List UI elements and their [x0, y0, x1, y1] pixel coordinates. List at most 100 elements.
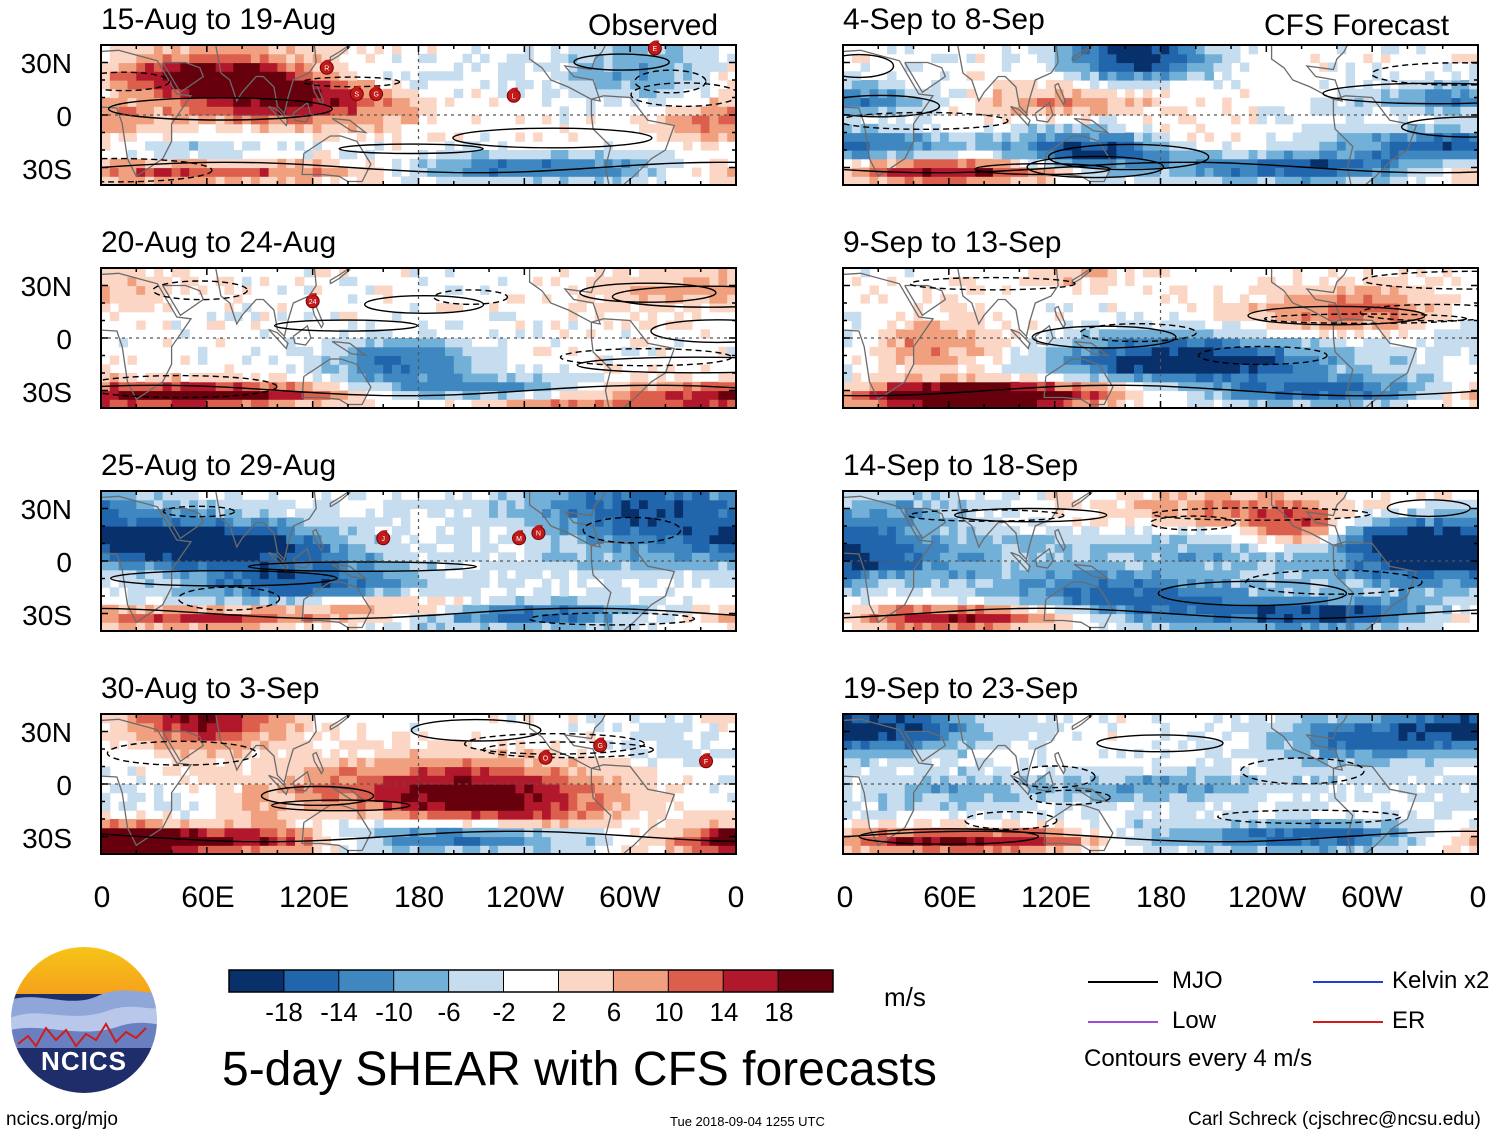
lon-label-fc-360: 0 — [1469, 881, 1487, 914]
lon-label-obs-60e: 60E — [181, 881, 235, 914]
lat-label-30n: 30N — [20, 271, 72, 302]
storm-marker-M: M — [512, 530, 527, 546]
axis-ticks — [100, 714, 737, 854]
storm-marker-L: L — [506, 87, 521, 103]
storm-marker-E: E — [647, 40, 662, 56]
lon-label-fc-60e: 60E — [923, 881, 977, 914]
coastlines — [101, 268, 676, 408]
shear-field — [101, 45, 736, 185]
storm-label: L — [512, 93, 516, 100]
coastlines — [843, 268, 1418, 408]
axis-ticks — [100, 491, 737, 631]
forecast-map-panel-2 — [842, 267, 1479, 409]
storm-marker-J: J — [376, 530, 391, 546]
colorbar-swatch — [338, 970, 394, 992]
colorbar-tick: -2 — [492, 997, 516, 1027]
panel-title-observed-3: 25-Aug to 29-Aug — [101, 449, 337, 482]
colorbar-swatch — [778, 970, 834, 992]
colorbar-tick: 2 — [551, 997, 567, 1027]
storm-marker-O: O — [538, 749, 553, 765]
mjo-contours — [843, 53, 1478, 179]
colorbar-swatch — [503, 970, 559, 992]
timestamp: Tue 2018-09-04 1255 UTC — [670, 1114, 825, 1129]
panel-title-forecast-2: 9-Sep to 13-Sep — [843, 226, 1062, 259]
lat-label-eq: 0 — [56, 324, 72, 355]
storm-label: F — [704, 759, 708, 766]
axis-ticks — [842, 491, 1479, 631]
colorbar-swatch — [613, 970, 669, 992]
coastlines — [101, 491, 676, 631]
storm-label: N — [536, 531, 541, 538]
map-panels: R S G L E 24 J M N O G F — [100, 40, 1479, 855]
lat-label-eq: 0 — [56, 770, 72, 801]
colorbar-tick: -14 — [320, 997, 358, 1027]
axis-ticks — [842, 45, 1479, 185]
legend-kelvin-label: Kelvin x2 — [1392, 967, 1490, 994]
storm-label: O — [543, 755, 549, 762]
colorbar-tick: 18 — [764, 997, 794, 1027]
legend-low-line — [1088, 1021, 1158, 1023]
panel-title-observed-4: 30-Aug to 3-Sep — [101, 672, 320, 705]
legend-low-label: Low — [1172, 1007, 1217, 1034]
storm-marker-24: 24 — [305, 293, 320, 309]
storm-marker-G: G — [593, 737, 608, 753]
lon-label-fc-180: 180 — [1135, 881, 1187, 914]
axis-ticks — [842, 268, 1479, 408]
shear-field — [101, 268, 736, 408]
colorbar-tick: -10 — [375, 997, 413, 1027]
forecast-map-panel-4 — [842, 713, 1479, 855]
lat-label-eq: 0 — [56, 101, 72, 132]
lon-label-obs-0: 0 — [93, 881, 111, 914]
storm-marker-R: R — [319, 59, 334, 75]
contour-note: Contours every 4 m/s — [1084, 1045, 1313, 1072]
storm-marker-N: N — [531, 524, 546, 540]
lon-label-obs-360: 0 — [727, 881, 745, 914]
axis-ticks — [100, 268, 737, 408]
storm-marker-G: G — [369, 85, 384, 101]
lon-label-fc-0: 0 — [836, 881, 854, 914]
colorbar-tick: -18 — [265, 997, 303, 1027]
lon-label-obs-120w: 120W — [485, 881, 565, 914]
lon-label-fc-60w: 60W — [1341, 881, 1403, 914]
source-url[interactable]: ncics.org/mjo — [6, 1109, 118, 1130]
legend-mjo-label: MJO — [1172, 967, 1223, 994]
lat-label-30s: 30S — [22, 154, 72, 185]
observed-map-panel-4: O G F — [100, 713, 737, 855]
observed-map-panel-1: R S G L E — [100, 40, 737, 186]
lat-label-30s: 30S — [22, 600, 72, 631]
storm-label: S — [354, 92, 359, 99]
legend-er-line — [1313, 1021, 1383, 1023]
lat-label-30s: 30S — [22, 377, 72, 408]
figure-title: 5-day SHEAR with CFS forecasts — [222, 1043, 937, 1096]
panel-title-forecast-3: 14-Sep to 18-Sep — [843, 449, 1079, 482]
colorbar — [228, 969, 834, 993]
colorbar-swatch — [668, 970, 724, 992]
colorbar-tick: 10 — [654, 997, 684, 1027]
lat-label-eq: 0 — [56, 547, 72, 578]
lat-label-30s: 30S — [22, 823, 72, 854]
panel-title-forecast-1: 4-Sep to 8-Sep — [843, 3, 1045, 36]
lon-label-obs-180: 180 — [393, 881, 445, 914]
storm-label: R — [324, 65, 329, 72]
forecast-map-panel-1 — [842, 44, 1479, 186]
legend-mjo-line — [1088, 981, 1158, 983]
storm-marker-S: S — [349, 85, 364, 101]
logo-text: NCICS — [41, 1046, 127, 1076]
lat-label-30n: 30N — [20, 717, 72, 748]
legend-er-label: ER — [1392, 1007, 1426, 1034]
axis-ticks — [100, 45, 737, 185]
panel-title-observed-1: 15-Aug to 19-Aug — [101, 3, 337, 36]
mjo-contours — [101, 505, 736, 626]
coastlines — [843, 491, 1418, 631]
credit: Carl Schreck (cjschrec@ncsu.edu) — [1188, 1109, 1481, 1130]
forecast-label: CFS Forecast — [1264, 9, 1450, 42]
lat-label-30n: 30N — [20, 494, 72, 525]
shear-field — [843, 45, 1478, 185]
colorbar-swatch — [448, 970, 504, 992]
storm-label: 24 — [309, 299, 317, 306]
colorbar-swatch — [558, 970, 614, 992]
axis-ticks — [842, 714, 1479, 854]
storm-label: E — [653, 46, 658, 53]
storm-label: M — [516, 536, 522, 543]
